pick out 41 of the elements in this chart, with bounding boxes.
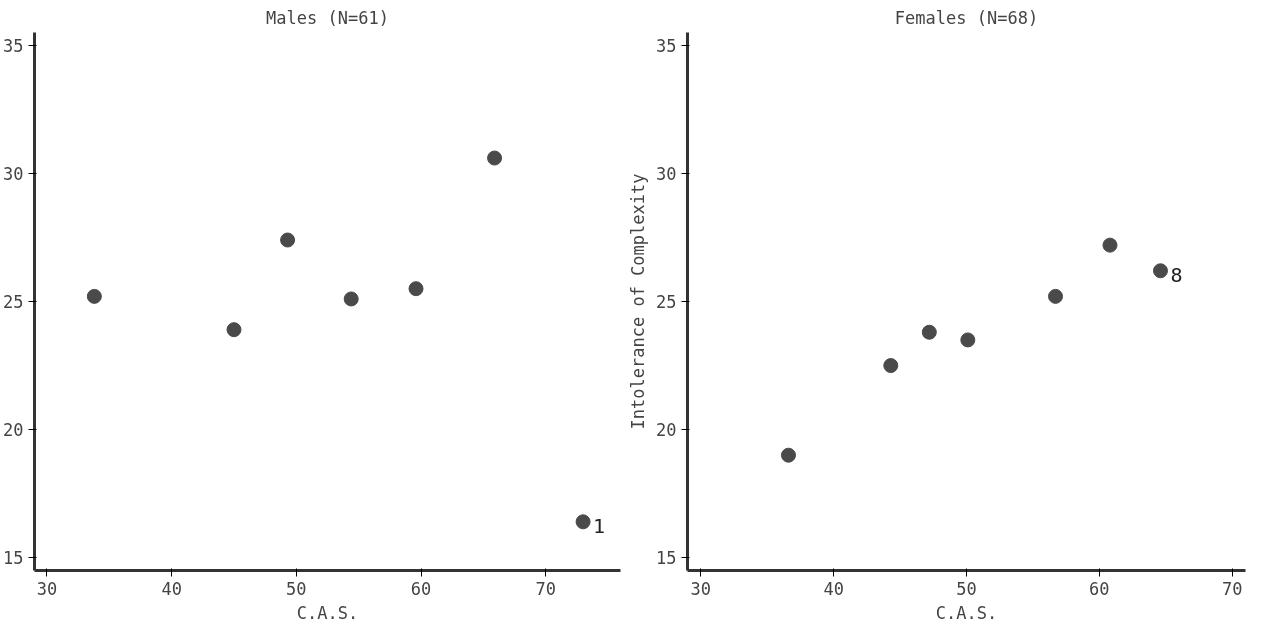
x-tick-label: 40 [161, 578, 182, 599]
chart-title: Females (N=68) [894, 7, 1039, 28]
point [1048, 288, 1064, 304]
y-tick-label: 30 [656, 163, 677, 184]
x-tick-label: 30 [36, 578, 58, 599]
point [575, 514, 591, 530]
x-tick-label: 40 [823, 578, 844, 599]
y-tick-label: 35 [3, 35, 24, 56]
annotation: 1 [593, 513, 606, 538]
point [343, 291, 359, 307]
y-tick-label: 15 [656, 548, 677, 569]
annotation: 8 [1170, 262, 1183, 287]
point [921, 324, 937, 340]
y-tick-label: 15 [3, 548, 24, 569]
x-tick-label: 30 [690, 578, 712, 599]
x-tick-label: 50 [286, 578, 307, 599]
y-tick-label: 25 [3, 292, 24, 312]
x-axis-title: C.A.S. [296, 602, 359, 623]
y-tick-label: 20 [3, 420, 24, 441]
point [408, 281, 424, 297]
y-tick-label: 20 [656, 420, 677, 441]
x-tick-label: 50 [956, 578, 977, 599]
point [780, 447, 796, 463]
y-tick-label: 30 [3, 163, 24, 184]
x-tick-label: 60 [1089, 578, 1110, 599]
x-axis-title: C.A.S. [935, 602, 998, 623]
x-tick-label: 70 [535, 578, 556, 599]
y-axis-title: Intolerance of Complexity [628, 173, 649, 430]
point [487, 150, 503, 166]
chart-title: Males (N=61) [266, 7, 389, 28]
y-tick-label: 35 [656, 35, 677, 56]
point [960, 332, 976, 348]
y-tick-label: 25 [656, 292, 677, 312]
point [226, 322, 242, 338]
point [86, 288, 102, 304]
point [883, 358, 899, 374]
point [1102, 237, 1118, 253]
point [1152, 263, 1168, 279]
point [280, 232, 296, 248]
x-tick-label: 60 [410, 578, 432, 599]
x-tick-label: 70 [1221, 578, 1243, 599]
